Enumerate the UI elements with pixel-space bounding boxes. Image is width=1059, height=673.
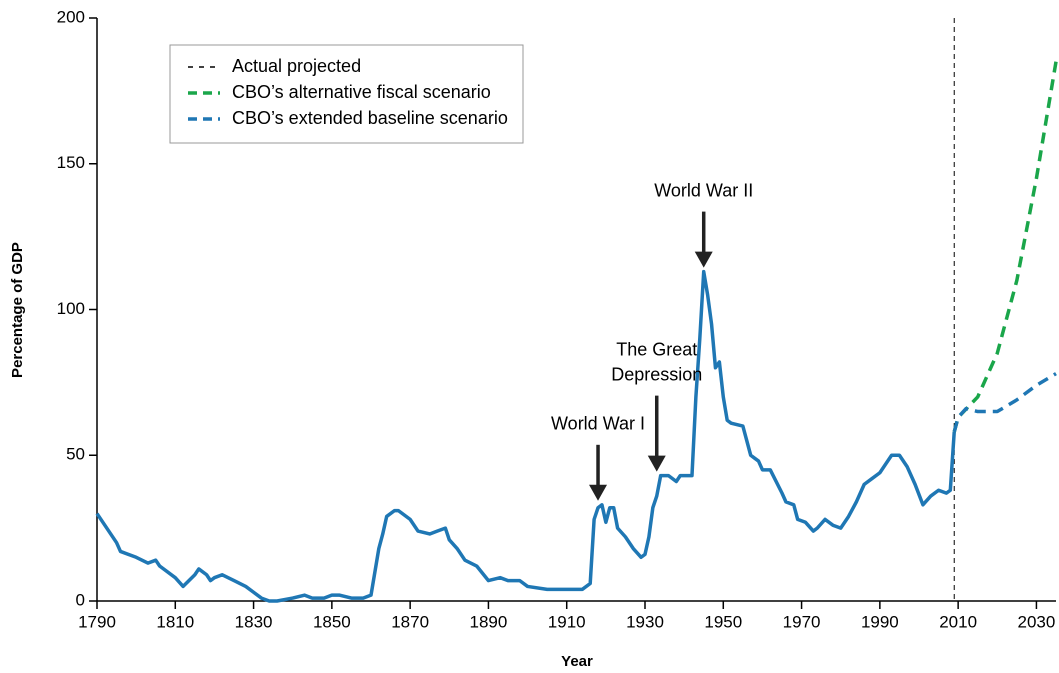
legend-label: Actual projected [232,56,361,76]
x-tick-label: 1790 [78,612,116,631]
annotation-text: Depression [611,364,702,384]
annotation-text: The Great [616,339,697,359]
y-tick-label: 200 [57,7,85,26]
series-line [952,61,1058,433]
y-tick-label: 0 [76,590,85,609]
y-tick-label: 100 [57,299,85,318]
annotation-text: World War II [654,180,753,200]
legend-label: CBO’s alternative fiscal scenario [232,82,491,102]
y-tick-label: 150 [57,153,85,172]
annotation-arrowhead [647,455,666,472]
y-axis-title: Percentage of GDP [9,242,26,378]
x-tick-label: 2010 [939,612,977,631]
x-tick-label: 1810 [156,612,194,631]
x-tick-label: 1990 [861,612,899,631]
legend-box [169,44,524,144]
series-line [952,372,1057,433]
annotation-arrowhead [589,484,608,501]
x-tick-label: 1950 [704,612,742,631]
x-axis-title: Year [561,653,593,670]
x-tick-label: 1970 [783,612,821,631]
x-tick-label: 1830 [235,612,273,631]
x-tick-label: 2030 [1018,612,1056,631]
x-tick-label: 1890 [470,612,508,631]
annotation-text: World War I [551,414,645,434]
x-tick-label: 1930 [626,612,664,631]
x-tick-label: 1850 [313,612,351,631]
y-tick-label: 50 [66,445,85,464]
x-tick-label: 1870 [391,612,429,631]
legend-label: CBO’s extended baseline scenario [232,108,508,128]
series-line [95,269,956,603]
x-tick-label: 1910 [548,612,586,631]
annotation-arrowhead [694,251,713,268]
